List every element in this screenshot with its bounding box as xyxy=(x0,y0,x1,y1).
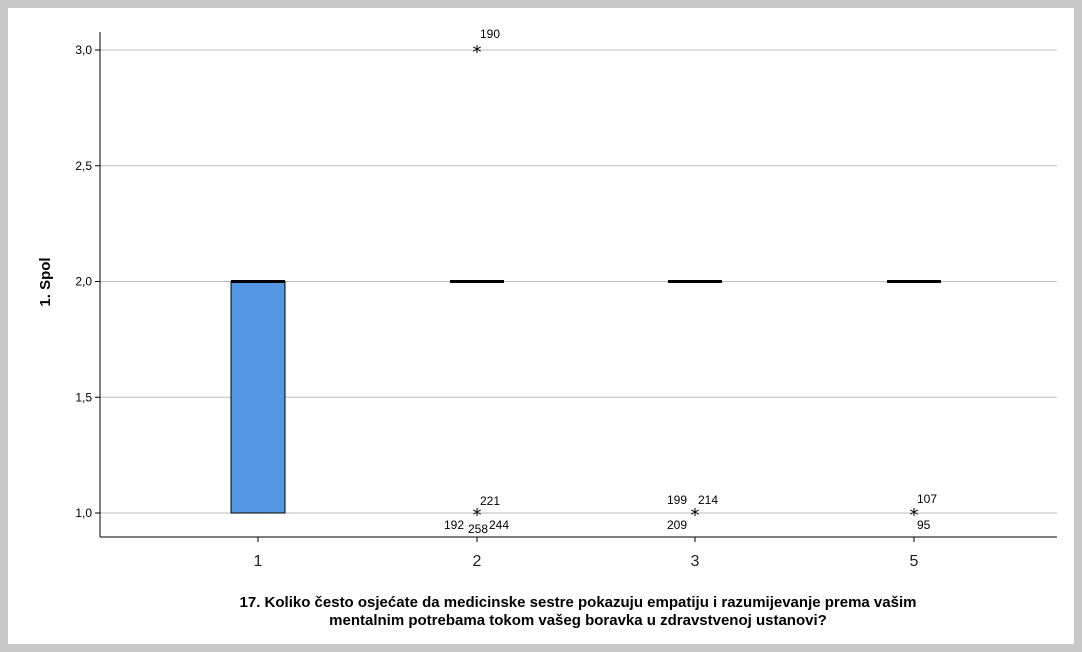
outlier-marker: * xyxy=(473,505,482,526)
outlier-label: 221 xyxy=(480,494,500,508)
y-axis-label: 1. Spol xyxy=(37,257,54,306)
x-axis-label-line-2: mentalnim potrebama tokom vašeg boravka … xyxy=(329,612,827,629)
x-tick-label: 1 xyxy=(254,553,263,570)
outlier-label: 107 xyxy=(917,492,937,506)
x-axis-label-line-1: 17. Koliko često osjećate da medicinske … xyxy=(240,594,917,611)
x-tick-label: 3 xyxy=(691,553,700,570)
x-tick-labels: 1 2 3 5 xyxy=(254,553,919,570)
y-tick-labels: 1,0 1,5 2,0 2,5 3,0 xyxy=(75,43,92,520)
outlier-marker: * xyxy=(473,42,482,63)
x-tick-label: 5 xyxy=(910,553,919,570)
outlier-marker: * xyxy=(691,505,700,526)
outlier-label: 209 xyxy=(667,518,687,532)
outlier-label: 214 xyxy=(698,493,718,507)
boxes xyxy=(230,280,941,514)
axes xyxy=(95,32,1057,542)
outlier-marker: * xyxy=(910,505,919,526)
box-1 xyxy=(230,281,286,514)
outlier-label: 95 xyxy=(917,518,931,532)
y-tick-label: 1,5 xyxy=(75,390,92,404)
outlier-label: 244 xyxy=(489,518,509,532)
outlier-label: 199 xyxy=(667,493,687,507)
x-tick-label: 2 xyxy=(473,553,482,570)
y-tick-label: 1,0 xyxy=(75,506,92,520)
outlier-label: 190 xyxy=(480,27,500,41)
outlier-label: 258 xyxy=(468,522,488,536)
y-tick-label: 2,5 xyxy=(75,159,92,173)
outlier-label: 192 xyxy=(444,518,464,532)
y-tick-label: 2,0 xyxy=(75,275,92,289)
y-tick-label: 3,0 xyxy=(75,43,92,57)
